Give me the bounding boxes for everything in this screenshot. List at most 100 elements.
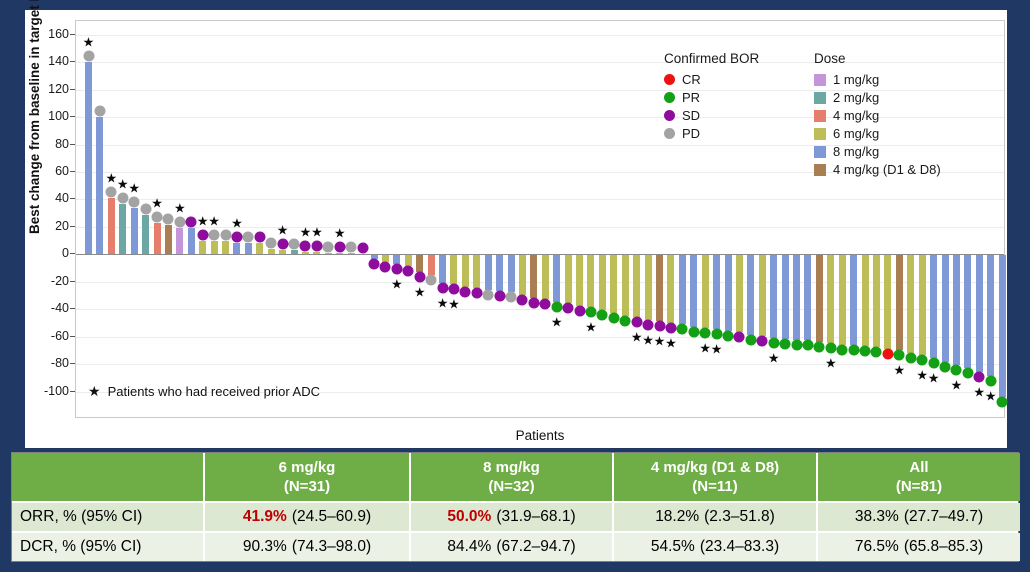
prior-adc-star: ★ [276, 222, 289, 238]
bor-dot [859, 345, 871, 357]
patient-bar [793, 255, 801, 341]
patient-bar [804, 255, 812, 341]
patient-bar [541, 255, 549, 300]
bor-dot [870, 346, 882, 358]
y-tick-mark [70, 170, 75, 172]
y-tick-label: 120 [48, 81, 69, 96]
prior-adc-star: ★ [208, 213, 220, 229]
prior-adc-star: ★ [893, 362, 906, 378]
legend-bor-title: Confirmed BOR [664, 51, 760, 66]
patient-bar [290, 250, 298, 255]
legend-bor-item-swatch [664, 128, 675, 139]
legend-dose-item-swatch [814, 145, 826, 158]
prior-adc-star: ★ [413, 284, 426, 300]
patient-bar [130, 207, 138, 255]
bor-dot [699, 327, 711, 339]
table-cell: 84.4% (67.2–94.7) [411, 533, 612, 561]
legend-bor-item-pr: PR [664, 89, 759, 106]
prior-adc-star: ★ [927, 370, 940, 386]
bor-dot [539, 298, 551, 310]
bor-dot [711, 328, 723, 340]
patient-bar [690, 255, 698, 327]
patient-bar [507, 255, 515, 293]
patient-bar [770, 255, 778, 338]
gridline [76, 391, 1004, 393]
gridline [76, 281, 1004, 283]
patient-bar [347, 252, 355, 255]
patient-bar [450, 255, 458, 285]
bor-dot [654, 320, 665, 332]
prior-adc-star: ★ [82, 34, 95, 50]
legend-dose-item-label: 8 mg/kg [833, 144, 880, 159]
patient-bar [952, 255, 960, 366]
bor-dot [437, 282, 449, 294]
y-tick-mark [70, 253, 75, 255]
legend-dose-item-8-mg-kg: 8 mg/kg [814, 143, 941, 160]
bor-dot [334, 241, 346, 253]
patient-bar [907, 255, 915, 353]
bor-dot [848, 344, 860, 356]
y-tick-label: 100 [48, 109, 69, 124]
legend-dose-item-swatch [814, 91, 826, 104]
prior-adc-star: ★ [128, 180, 140, 196]
bor-dot [140, 203, 152, 214]
y-tick-label: 20 [55, 218, 69, 233]
bor-dot [768, 337, 780, 349]
legend-dose-item-swatch [814, 73, 826, 86]
patient-bar [587, 255, 595, 308]
patient-bar [404, 255, 412, 267]
legend-dose-title: Dose [814, 51, 846, 66]
patient-bar [267, 248, 275, 255]
patient-bar [964, 255, 972, 368]
prior-adc-star: ★ [550, 314, 563, 330]
gridline [76, 364, 1004, 366]
prior-adc-star: ★ [699, 340, 711, 356]
legend-dose: Dose 1 mg/kg 2 mg/kg 4 mg/kg 6 mg/kg 8 mg/kg… [814, 51, 941, 179]
patient-bar [838, 255, 846, 345]
patient-bar [473, 255, 481, 289]
bor-dot [471, 287, 483, 299]
patient-bar [850, 255, 858, 345]
bor-dot [357, 242, 369, 254]
bor-dot [665, 322, 677, 334]
patient-bar [564, 255, 572, 304]
legend-bor-item-label: CR [682, 72, 701, 87]
legend-dose-item-label: 1 mg/kg [833, 72, 880, 87]
prior-adc-star: ★ [973, 384, 986, 400]
patient-bar [222, 240, 230, 255]
patient-bar [416, 255, 424, 272]
bor-dot [197, 229, 209, 241]
y-tick-label: 0 [62, 246, 69, 261]
legend-bor-item-label: PR [682, 90, 701, 105]
patient-bar [815, 255, 823, 342]
patient-bar [621, 255, 629, 316]
patient-bar [610, 255, 618, 313]
x-axis-title: Patients [515, 428, 565, 443]
bor-dot [128, 196, 140, 208]
y-tick-mark [70, 363, 75, 365]
y-tick-mark [70, 143, 75, 145]
bor-dot [379, 261, 391, 273]
bor-dot [905, 352, 917, 364]
table-row-label: ORR, % (95% CI) [12, 503, 203, 531]
prior-adc-star: ★ [231, 215, 243, 231]
gridline [76, 34, 1004, 36]
patient-bar [930, 255, 938, 359]
legend-dose-item-swatch [814, 127, 826, 140]
y-tick-label: -100 [43, 383, 69, 398]
bor-dot [779, 338, 791, 350]
bor-dot [996, 396, 1008, 408]
bor-dot [733, 331, 745, 343]
bor-dot [459, 286, 471, 298]
bor-dot [791, 339, 803, 351]
bor-dot [288, 238, 300, 250]
legend-bor-item-label: PD [682, 126, 701, 141]
table-header-corner [12, 453, 203, 501]
bor-dot [939, 361, 951, 373]
legend-dose-item-label: 4 mg/kg [833, 108, 880, 123]
prior-adc-footnote-text: Patients who had received prior ADC [107, 384, 321, 399]
patient-bar [678, 255, 686, 324]
bor-dot [94, 105, 106, 117]
y-tick-label: 160 [48, 26, 69, 41]
patient-bar [336, 252, 344, 255]
